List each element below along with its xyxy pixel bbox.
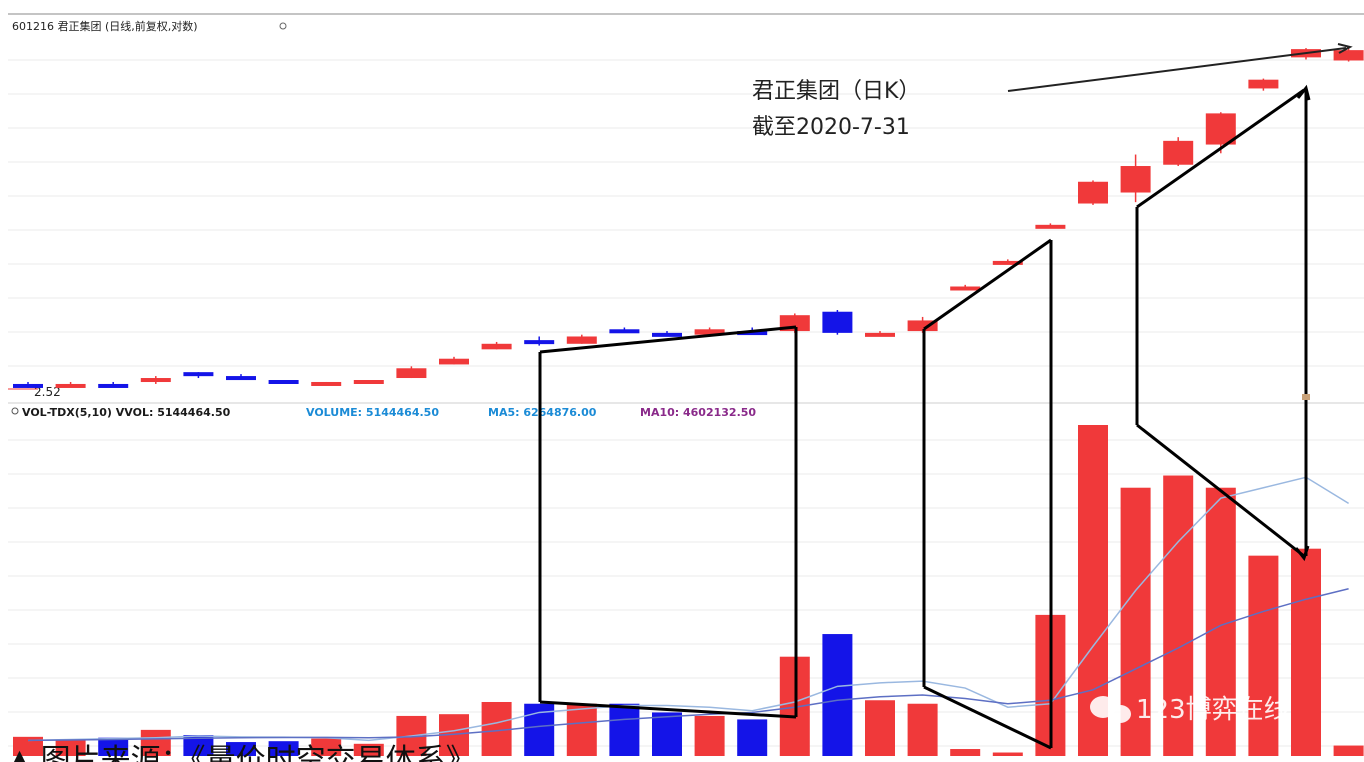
ma5-value-label: MA5: 6264876.00 xyxy=(488,406,597,419)
candle-body xyxy=(1163,140,1194,165)
ma10-value-label: MA10: 4602132.50 xyxy=(640,406,756,419)
volume-bar xyxy=(183,735,214,756)
candle-body xyxy=(353,379,384,384)
annotation-line-1: 君正集团（日K） xyxy=(752,79,920,104)
candle-body xyxy=(55,383,86,388)
volume-bar xyxy=(992,752,1023,756)
annotation-arrowhead-top xyxy=(1296,84,1311,101)
candle-body xyxy=(1078,181,1108,204)
volume-bar xyxy=(822,634,853,756)
volume-bar xyxy=(268,741,299,756)
annotation-volume-trend-3 xyxy=(1136,423,1305,558)
volume-bar xyxy=(652,712,682,756)
candle-body xyxy=(737,331,768,336)
volume-bar xyxy=(13,736,43,756)
candle-body xyxy=(524,340,555,345)
candle-body xyxy=(865,332,895,337)
volume-value-label: VOLUME: 5144464.50 xyxy=(306,406,439,419)
volume-bar xyxy=(865,700,895,756)
volume-bar xyxy=(694,715,725,756)
annotation-arrowhead-bottom xyxy=(1294,545,1310,562)
volume-bar xyxy=(609,703,640,756)
volume-bar xyxy=(311,738,342,756)
candle-body xyxy=(439,358,469,365)
watermark-text: 123博弈在线 xyxy=(1136,695,1290,725)
candle-body xyxy=(311,381,342,386)
volume-indicator-label: VOL-TDX(5,10) VVOL: 5144464.50 xyxy=(22,406,231,419)
volume-bar xyxy=(1163,475,1194,756)
volume-bar xyxy=(353,743,384,756)
volume-bar xyxy=(55,739,86,756)
volume-bar xyxy=(98,737,129,756)
annotation-line-2: 截至2020-7-31 xyxy=(752,115,910,140)
candle-body xyxy=(183,372,214,377)
wechat-icon-small xyxy=(1109,705,1131,723)
candle-body xyxy=(226,376,256,381)
volume-bar xyxy=(907,703,938,756)
volume-settings-icon[interactable] xyxy=(11,407,19,415)
volume-bar xyxy=(950,749,981,756)
annotation-price-trend-2 xyxy=(923,238,1052,331)
candle-body xyxy=(609,329,640,334)
ma10-line xyxy=(27,588,1349,742)
candle-body xyxy=(481,343,512,350)
settings-dot-icon[interactable] xyxy=(279,22,287,30)
annotation-volume-trend-2 xyxy=(923,685,1052,750)
candle-body xyxy=(140,378,171,383)
candle-body xyxy=(98,383,129,388)
volume-bar xyxy=(1291,548,1321,756)
candle-body xyxy=(992,260,1023,265)
cursor-marker xyxy=(1302,394,1310,400)
volume-bar xyxy=(566,703,597,756)
annotation-pointer-line xyxy=(1007,47,1347,92)
footer-caption: ▲ 图片来源：《量价时空交易体系》 xyxy=(8,743,476,762)
annotation-price-trend-3 xyxy=(1136,88,1305,209)
candle-body xyxy=(1035,224,1066,229)
candle-body xyxy=(652,332,682,337)
candle-body xyxy=(1248,79,1279,89)
price-tag: 2.52 xyxy=(8,385,61,399)
candle-body xyxy=(907,320,938,332)
volume-ma-lines xyxy=(27,476,1349,742)
ma5-line xyxy=(27,476,1349,742)
candle-body xyxy=(694,329,725,335)
annotation-pointer-arrow xyxy=(1337,43,1353,54)
candle-body xyxy=(566,336,597,344)
volume-header: VOL-TDX(5,10) VVOL: 5144464.50 VOLUME: 5… xyxy=(11,406,756,419)
price-tag-value: 2.52 xyxy=(34,385,61,399)
candle-body xyxy=(13,383,43,388)
candle-body xyxy=(1120,166,1151,193)
volume-bar xyxy=(226,742,256,756)
annotation-volume-trend-1 xyxy=(539,700,797,719)
candle-body xyxy=(396,368,427,379)
candle-body xyxy=(268,379,299,384)
volume-bar xyxy=(737,719,768,756)
volume-bar xyxy=(140,729,171,756)
candle-body xyxy=(822,311,853,333)
candle-body xyxy=(1333,50,1364,61)
candle-body xyxy=(950,286,981,291)
candle-body xyxy=(1205,113,1236,145)
volume-bar xyxy=(1248,555,1279,756)
annotation-lines xyxy=(538,84,1311,750)
chart-title: 601216 君正集团 (日线,前复权,对数) xyxy=(12,19,198,33)
volume-bar xyxy=(1333,745,1364,756)
watermark: 123博弈在线 xyxy=(1090,695,1290,725)
annotation-price-trend-1 xyxy=(539,325,797,354)
